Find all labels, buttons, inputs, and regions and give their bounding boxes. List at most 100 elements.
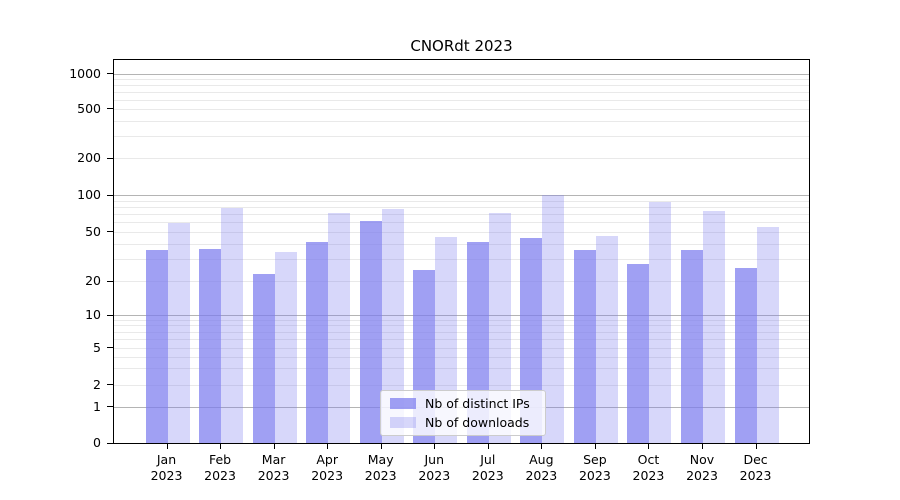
xtick-label-dec-2023: Dec 2023 [739,452,772,483]
ytick-label-1: 1 [93,398,101,414]
bar-nb-of-distinct-ips-oct-2023 [627,263,650,443]
gridline-major-100 [114,195,809,196]
gridline-minor-3 [114,368,809,370]
gridline-minor-900 [114,78,809,80]
bar-nb-of-distinct-ips-jan-2023 [145,250,168,443]
ytick-label-0: 0 [93,435,101,450]
bar-nb-of-downloads-oct-2023 [649,201,672,443]
gridline-minor-2 [114,384,809,386]
bar-nb-of-downloads-sep-2023 [595,235,618,443]
xtick-mark-sep-2023 [594,444,596,449]
gridline-minor-700 [114,91,809,93]
ytick-mark-10 [107,314,113,316]
gridline-minor-90 [114,200,809,202]
gridline-major-1000 [114,73,809,75]
gridline-major-10 [114,315,809,316]
xtick-mark-jan-2023 [166,444,168,449]
ytick-mark-1 [107,406,113,407]
ytick-label-1000: 1000 [69,65,101,81]
legend-label-distinct-ips: Nb of distinct IPs [425,395,530,411]
gridline-minor-30 [114,259,809,261]
gridline-minor-600 [114,99,809,101]
xtick-label-aug-2023: Aug 2023 [525,452,558,483]
bar-nb-of-distinct-ips-sep-2023 [573,250,596,443]
xtick-label-sep-2023: Sep 2023 [578,452,611,483]
gridline-minor-80 [114,206,809,208]
gridline-minor-500 [114,108,809,110]
xtick-mark-dec-2023 [755,444,757,449]
ytick-mark-2 [107,384,113,385]
ytick-mark-100 [107,194,113,196]
gridline-minor-300 [114,136,809,138]
ytick-mark-0 [107,442,113,444]
gridline-minor-50 [114,231,809,233]
bar-nb-of-distinct-ips-apr-2023 [306,241,329,443]
ytick-mark-500 [107,108,113,110]
gridline-minor-8 [114,325,809,327]
xtick-mark-aug-2023 [541,444,543,449]
bar-nb-of-downloads-apr-2023 [328,213,351,443]
bar-nb-of-distinct-ips-may-2023 [359,221,382,443]
ytick-label-100: 100 [77,187,101,202]
gridline-minor-6 [114,338,809,340]
bar-nb-of-downloads-mar-2023 [274,251,297,443]
xtick-label-jul-2023: Jul 2023 [471,452,504,483]
xtick-mark-jun-2023 [434,444,436,449]
xtick-label-jun-2023: Jun 2023 [418,452,451,483]
gridline-minor-5 [114,347,809,349]
ytick-mark-200 [107,157,113,159]
ytick-mark-20 [107,280,113,282]
gridline-minor-40 [114,243,809,245]
ytick-mark-5 [107,347,113,348]
bar-nb-of-distinct-ips-feb-2023 [199,248,222,443]
plot-area [113,59,810,444]
gridline-minor-200 [114,158,809,160]
legend-item-distinct-ips: Nb of distinct IPs [390,395,536,411]
xtick-mark-apr-2023 [327,444,329,449]
gridline-minor-400 [114,120,809,122]
bar-nb-of-downloads-dec-2023 [756,227,779,443]
xtick-label-feb-2023: Feb 2023 [204,452,236,483]
xtick-mark-may-2023 [380,444,382,449]
bar-nb-of-downloads-nov-2023 [703,211,725,443]
xtick-label-mar-2023: Mar 2023 [257,452,290,483]
xtick-label-nov-2023: Nov 2023 [686,452,718,483]
gridline-minor-60 [114,221,809,223]
ytick-label-2: 2 [93,376,101,392]
xtick-label-apr-2023: Apr 2023 [311,452,344,483]
xtick-mark-mar-2023 [273,444,275,449]
legend-item-downloads: Nb of downloads [390,414,536,430]
ytick-label-10: 10 [85,307,101,322]
bar-nb-of-downloads-jul-2023 [488,213,511,443]
gridline-minor-4 [114,356,809,358]
ytick-label-5: 5 [93,339,101,355]
xtick-mark-oct-2023 [648,444,650,449]
legend-swatch-downloads [390,417,416,428]
xtick-label-may-2023: May 2023 [364,452,397,483]
xtick-mark-nov-2023 [702,444,703,449]
xtick-mark-feb-2023 [220,444,222,449]
ytick-label-50: 50 [85,223,101,239]
ytick-label-500: 500 [77,100,101,116]
xtick-label-jan-2023: Jan 2023 [150,452,183,483]
bar-nb-of-downloads-may-2023 [381,209,404,443]
bar-nb-of-distinct-ips-dec-2023 [734,267,757,443]
xtick-mark-jul-2023 [487,444,489,449]
gridline-minor-9 [114,319,809,321]
bar-nb-of-downloads-aug-2023 [542,194,565,443]
legend-label-downloads: Nb of downloads [425,414,530,430]
gridline-minor-70 [114,213,809,215]
gridline-minor-7 [114,331,809,333]
gridline-minor-20 [114,281,809,282]
bar-nb-of-distinct-ips-nov-2023 [681,250,703,443]
bar-nb-of-downloads-jan-2023 [167,222,190,443]
chart-title: CNORdt 2023 [410,37,513,55]
ytick-mark-1000 [107,73,113,74]
gridline-minor-800 [114,84,809,86]
bar-nb-of-downloads-feb-2023 [221,207,244,443]
bar-nb-of-distinct-ips-mar-2023 [252,274,275,443]
legend: Nb of distinct IPs Nb of downloads [380,390,546,436]
legend-swatch-distinct-ips [390,398,416,409]
ytick-label-200: 200 [77,150,101,166]
